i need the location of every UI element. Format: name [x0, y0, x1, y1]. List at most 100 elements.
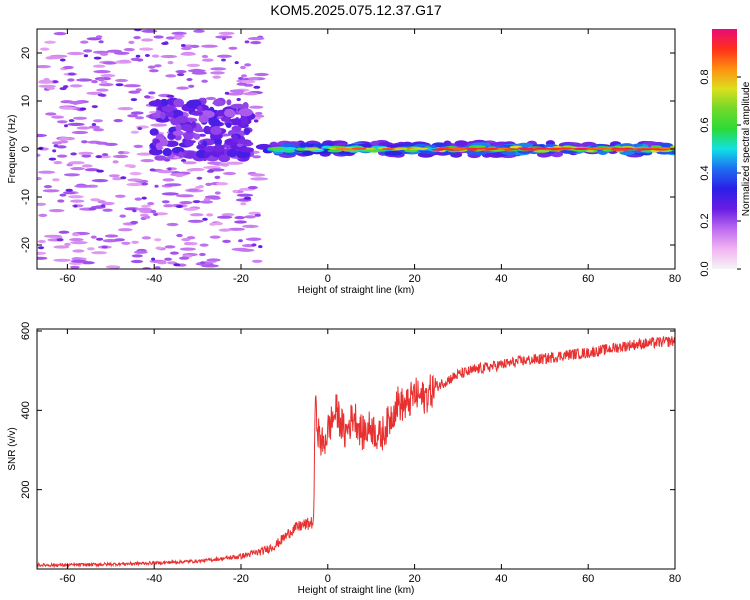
spectrogram-noise-cell — [57, 199, 65, 203]
spectrogram-noise-cell — [237, 77, 244, 80]
x-tick-label: 20 — [408, 573, 420, 585]
spectrogram-noise-cell — [176, 233, 183, 238]
spectrogram-noise-cell — [243, 196, 252, 200]
x-tick-label: 60 — [582, 573, 594, 585]
spectrogram-cluster-cell — [166, 111, 175, 118]
spectrogram-noise-cell — [154, 266, 161, 269]
spectrogram-noise-cell — [217, 215, 233, 219]
y-tick-label: 0 — [20, 146, 32, 152]
spectrogram-noise-cell — [56, 145, 67, 149]
spectrogram-noise-cell — [200, 261, 206, 265]
spectrogram-noise-cell — [218, 162, 228, 167]
spectrogram-noise-cell — [73, 204, 78, 208]
spectrogram-noise-cell — [43, 185, 53, 189]
spectrogram-noise-cell — [174, 36, 183, 40]
spectrogram-cluster-cell — [191, 121, 197, 129]
spectrogram-noise-cell — [236, 193, 254, 197]
spectrogram-cluster-cell — [237, 139, 252, 145]
spectrogram-noise-cell — [128, 40, 135, 45]
spectrogram-noise-cell — [46, 86, 56, 90]
spectrogram-noise-cell — [207, 161, 223, 165]
spectrogram-noise-cell — [64, 124, 68, 128]
spectrogram-band-core-cell — [572, 148, 590, 150]
spectrogram-noise-cell — [72, 233, 80, 237]
spectrogram-noise-cell — [183, 207, 199, 211]
spectrogram-noise-cell — [76, 126, 91, 130]
spectrogram-noise-cell — [221, 58, 226, 62]
spectrogram-noise-cell — [204, 195, 220, 199]
spectrogram-noise-cell — [88, 207, 96, 211]
spectrogram-noise-cell — [179, 247, 196, 251]
spectrogram-noise-cell — [48, 209, 65, 213]
spectrogram-noise-cell — [102, 61, 118, 65]
spectrogram-cluster-cell — [155, 110, 162, 117]
colorbar-tick-label: 0.2 — [699, 213, 711, 228]
spectrogram-noise-cell — [148, 91, 156, 95]
spectrogram-cluster-cell — [175, 123, 182, 132]
spectrogram-noise-cell — [245, 237, 262, 241]
spectrogram-noise-cell — [53, 258, 71, 262]
spectrogram-noise-cell — [229, 89, 245, 93]
spectrogram-noise-cell — [52, 178, 60, 182]
x-tick-label: 20 — [408, 273, 420, 285]
spectrogram-noise-cell — [38, 213, 48, 217]
spectrogram-noise-cell — [113, 51, 130, 55]
spectrogram-noise-cell — [93, 119, 103, 123]
spectrogram-noise-cell — [160, 54, 178, 59]
spectrogram-noise-cell — [87, 247, 95, 251]
spectrogram-noise-cell — [163, 204, 174, 208]
spectrogram-cluster-cell — [224, 109, 236, 118]
spectrogram-noise-cell — [81, 140, 88, 144]
colorbar-tick-label: 0.0 — [699, 261, 711, 276]
spectrogram-cluster-cell — [183, 133, 194, 141]
spectrogram-noise-cell — [234, 61, 239, 65]
spectrogram-noise-cell — [157, 170, 174, 174]
spectrogram-band-core-cell — [434, 148, 444, 151]
spectrogram-noise-cell — [96, 169, 104, 173]
spectrogram-noise-cell — [169, 251, 179, 255]
x-tick-label: 60 — [582, 273, 594, 285]
spectrogram-noise-cell — [242, 224, 259, 228]
spectrogram-noise-cell — [66, 163, 73, 167]
spectrogram-noise-cell — [123, 84, 141, 88]
spectrogram-noise-cell — [176, 73, 185, 77]
spectrogram-noise-cell — [135, 207, 152, 211]
x-tick-label: -60 — [59, 573, 75, 585]
spectrogram-noise-cell — [182, 161, 197, 165]
spectrogram-band-core-cell — [534, 147, 549, 150]
spectrogram-noise-cell — [37, 177, 42, 181]
spectrogram-noise-cell — [225, 161, 244, 165]
spectrogram-noise-cell — [93, 64, 106, 68]
colorbar: 0.0 0.2 0.4 0.6 0.8 Normalized spectral ampl… — [699, 29, 750, 277]
spectrogram-noise-cell — [178, 256, 190, 260]
spectrogram-noise-cell — [222, 37, 226, 41]
spectrogram-noise-cell — [129, 172, 142, 176]
spectrogram-noise-cell — [105, 265, 120, 269]
spectrogram-noise-cell — [53, 144, 59, 148]
spectrogram-noise-cell — [150, 123, 168, 127]
x-tick-label: 0 — [325, 573, 331, 585]
spectrogram-noise-cell — [144, 54, 150, 57]
spectrogram-cluster-cell — [149, 128, 159, 136]
spectrogram-noise-cell — [37, 65, 51, 69]
spectrogram-noise-cell — [141, 38, 154, 42]
spectrogram-noise-cell — [250, 177, 269, 181]
spectrogram-cluster-cell — [213, 144, 225, 153]
spectrogram-noise-cell — [64, 242, 71, 246]
spectrogram-noise-cell — [187, 188, 199, 192]
spectrogram-noise-cell — [88, 125, 101, 129]
spectrogram-cluster-cell — [160, 98, 169, 107]
spectrogram-noise-cell — [201, 79, 208, 83]
spectrogram-noise-cell — [218, 228, 232, 232]
spectrogram-noise-cell — [62, 65, 74, 70]
spectrogram-noise-cell — [254, 213, 261, 217]
chart-title: KOM5.2025.075.12.37.G17 — [270, 2, 441, 18]
spectrogram-noise-cell — [202, 217, 208, 221]
spectrogram-band-core-cell — [381, 148, 396, 150]
x-tick-label: -40 — [146, 273, 162, 285]
spectrogram-noise-cell — [175, 194, 194, 198]
colorbar-tick-label: 0.6 — [699, 117, 711, 132]
spectrogram-noise-cell — [240, 202, 247, 206]
snr-ticks: -60 -40 -20 0 20 40 60 80 200 400 600 — [20, 322, 681, 585]
spectrogram-band-core-cell — [545, 147, 562, 150]
